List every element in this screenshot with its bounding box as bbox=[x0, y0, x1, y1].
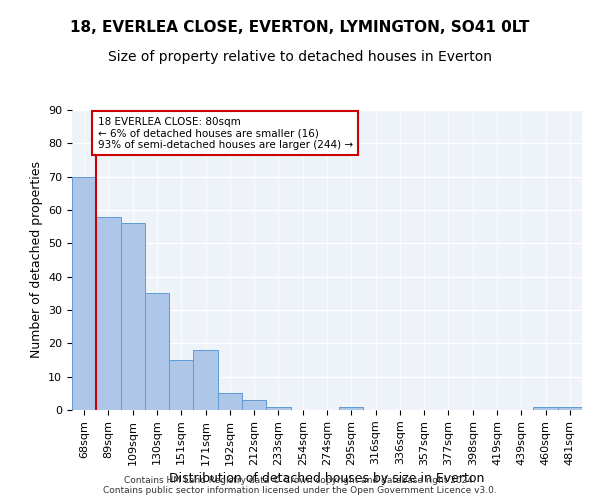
Y-axis label: Number of detached properties: Number of detached properties bbox=[29, 162, 43, 358]
Bar bbox=[193, 350, 218, 410]
Text: Contains HM Land Registry data © Crown copyright and database right 2024.
Contai: Contains HM Land Registry data © Crown c… bbox=[103, 476, 497, 495]
Bar bbox=[339, 406, 364, 410]
Bar bbox=[218, 394, 242, 410]
Bar bbox=[169, 360, 193, 410]
Text: 18 EVERLEA CLOSE: 80sqm
← 6% of detached houses are smaller (16)
93% of semi-det: 18 EVERLEA CLOSE: 80sqm ← 6% of detached… bbox=[97, 116, 353, 150]
Bar bbox=[121, 224, 145, 410]
Text: 18, EVERLEA CLOSE, EVERTON, LYMINGTON, SO41 0LT: 18, EVERLEA CLOSE, EVERTON, LYMINGTON, S… bbox=[70, 20, 530, 35]
Bar bbox=[533, 406, 558, 410]
Bar bbox=[145, 294, 169, 410]
Bar bbox=[242, 400, 266, 410]
X-axis label: Distribution of detached houses by size in Everton: Distribution of detached houses by size … bbox=[169, 472, 485, 485]
Bar bbox=[72, 176, 96, 410]
Bar bbox=[266, 406, 290, 410]
Bar bbox=[96, 216, 121, 410]
Text: Size of property relative to detached houses in Everton: Size of property relative to detached ho… bbox=[108, 50, 492, 64]
Bar bbox=[558, 406, 582, 410]
